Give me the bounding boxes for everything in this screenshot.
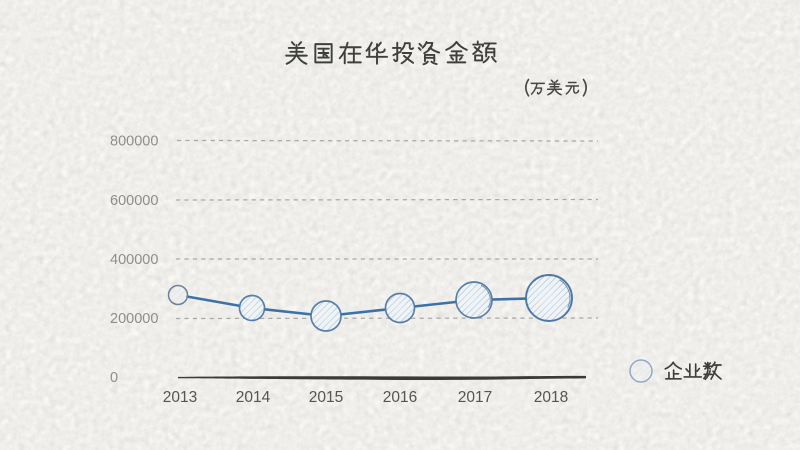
svg-text:2016: 2016 — [383, 389, 417, 406]
svg-text:800000: 800000 — [110, 134, 158, 150]
svg-text:0: 0 — [110, 370, 118, 386]
svg-text:600000: 600000 — [110, 193, 158, 209]
svg-text:2018: 2018 — [534, 389, 568, 406]
svg-text:2014: 2014 — [236, 389, 271, 406]
svg-text:200000: 200000 — [110, 311, 158, 327]
svg-text:2017: 2017 — [458, 389, 492, 406]
svg-text:400000: 400000 — [110, 252, 158, 268]
svg-text:2013: 2013 — [163, 389, 197, 406]
svg-text:2015: 2015 — [309, 389, 343, 406]
